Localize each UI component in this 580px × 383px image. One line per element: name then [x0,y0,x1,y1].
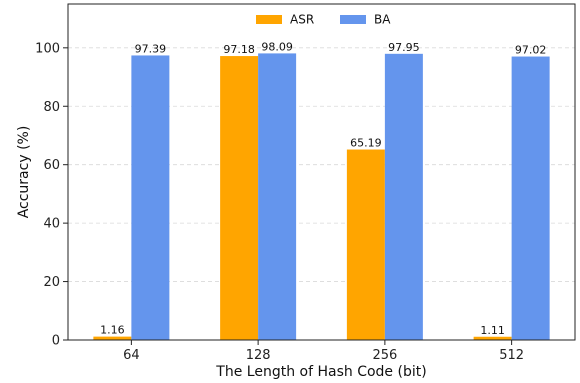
legend: ASR BA [256,13,391,27]
bar-ba-128 [258,53,297,340]
bar-asr-64 [93,336,132,340]
legend-label-asr: ASR [290,13,314,27]
data-label-asr-64: 1.16 [100,324,125,337]
bar-ba-256 [384,53,423,341]
bars [93,53,550,341]
bar-ba-512 [511,56,550,341]
data-label-asr-128: 97.18 [223,43,255,56]
bar-asr-256 [346,149,385,340]
data-label-ba-256: 97.95 [388,41,420,54]
bar-asr-128 [220,56,259,340]
data-label-ba-128: 98.09 [261,40,293,53]
plot-frame [67,3,576,341]
x-tick-label: 64 [123,348,140,363]
legend-swatch-ba [340,15,366,24]
y-tick-label: 20 [43,275,60,290]
legend-swatch-asr [256,15,282,24]
legend-label-ba: BA [374,13,391,27]
data-label-ba-64: 97.39 [135,42,167,55]
y-axis-ticks: 0 20 40 60 80 100 [35,41,68,349]
y-tick-label: 100 [35,41,60,56]
x-tick-label: 256 [372,348,397,363]
x-tick-label: 128 [246,348,271,363]
data-label-ba-512: 97.02 [515,44,547,57]
data-label-asr-512: 1.11 [480,324,505,337]
y-tick-label: 80 [43,100,60,115]
y-tick-label: 0 [52,334,60,349]
data-label-asr-256: 65.19 [350,137,382,150]
x-tick-label: 512 [499,348,524,363]
data-labels: 1.16 97.39 97.18 98.09 65.19 97.95 1.11 97.02 [100,40,546,336]
x-axis-title: The Length of Hash Code (bit) [215,364,426,380]
y-tick-label: 60 [43,158,60,173]
bar-ba-64 [131,55,170,341]
y-axis-title: Accuracy (%) [16,126,32,219]
y-tick-label: 40 [43,217,60,232]
x-axis-ticks: 64 128 256 512 [123,340,524,363]
bar-asr-512 [473,336,512,340]
